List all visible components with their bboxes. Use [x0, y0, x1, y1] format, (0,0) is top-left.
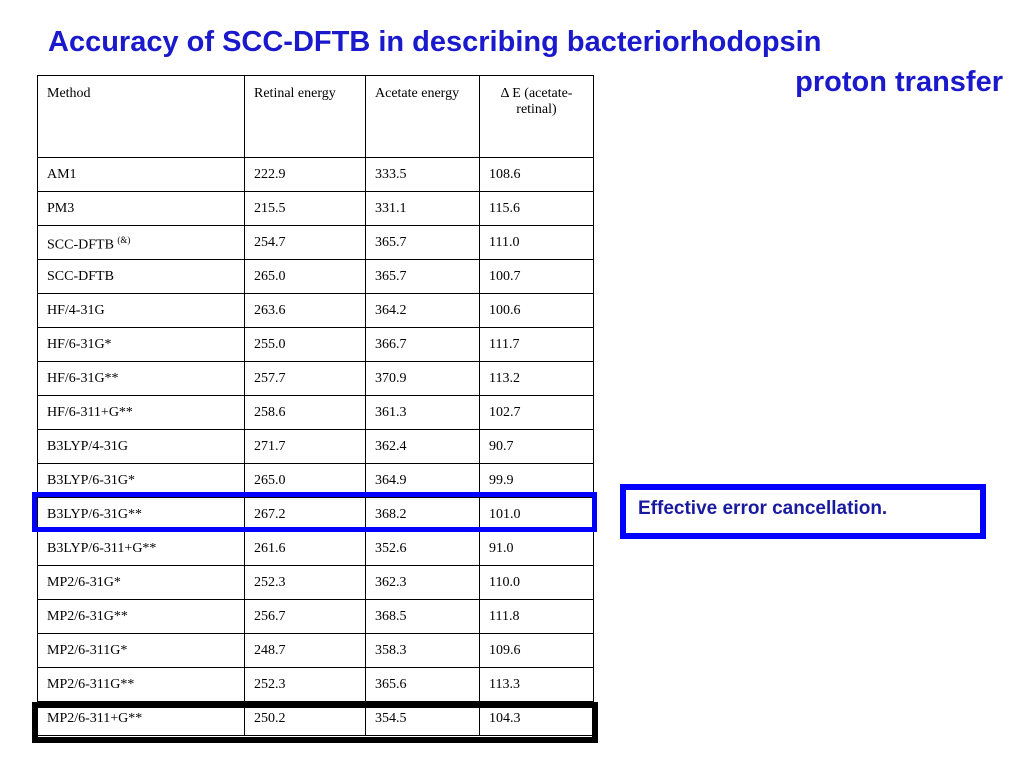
- table-cell: 364.2: [365, 293, 480, 328]
- header-row: Method Retinal energy Acetate energy Δ E (a…: [37, 75, 594, 158]
- highlight-box: [32, 702, 598, 743]
- table-row: AM1 222.9 333.5 108.6: [37, 157, 594, 192]
- table-row: MP2/6-311G** 252.3 365.6 113.3: [37, 667, 594, 702]
- table-cell: 108.6: [479, 157, 594, 192]
- table-cell: MP2/6-311G**: [37, 667, 245, 702]
- table-cell: 100.6: [479, 293, 594, 328]
- table-cell: 358.3: [365, 633, 480, 668]
- table-row: SCC-DFTB 265.0 365.7 100.7: [37, 259, 594, 294]
- table-cell: MP2/6-311G*: [37, 633, 245, 668]
- table-row: B3LYP/6-31G** 267.2 368.2 101.0: [37, 497, 594, 532]
- title-line: Accuracy of SCC-DFTB in describing bacte…: [48, 26, 822, 58]
- table-cell: 90.7: [479, 429, 594, 464]
- table-cell: 361.3: [365, 395, 480, 430]
- table-row: HF/6-31G** 257.7 370.9 113.2: [37, 361, 594, 396]
- table-cell: 333.5: [365, 157, 480, 192]
- results-table: Method Retinal energy Acetate energy Δ E (a…: [37, 75, 594, 736]
- table-cell: AM1: [37, 157, 245, 192]
- table-cell: 366.7: [365, 327, 480, 362]
- table-cell: HF/6-311+G**: [37, 395, 245, 430]
- table-cell: 257.7: [244, 361, 366, 396]
- callout: Effective error cancellation.: [620, 484, 986, 539]
- table-row: HF/6-31G* 255.0 366.7 111.7: [37, 327, 594, 362]
- table-cell: 101.0: [479, 497, 594, 532]
- table-cell: 263.6: [244, 293, 366, 328]
- table-cell: 370.9: [365, 361, 480, 396]
- table-cell: 256.7: [244, 599, 366, 634]
- table-cell: 109.6: [479, 633, 594, 668]
- table-cell: 352.6: [365, 531, 480, 566]
- header-cell: Method: [37, 75, 245, 158]
- table-cell: 111.0: [479, 225, 594, 260]
- table-cell: MP2/6-31G**: [37, 599, 245, 634]
- table-cell: PM3: [37, 191, 245, 226]
- table-cell: 222.9: [244, 157, 366, 192]
- table-cell: 271.7: [244, 429, 366, 464]
- table-cell: 365.7: [365, 225, 480, 260]
- table-cell: HF/6-31G*: [37, 327, 245, 362]
- table-cell: 113.2: [479, 361, 594, 396]
- table-cell: 111.8: [479, 599, 594, 634]
- table-cell: SCC-DFTB (&): [37, 225, 245, 260]
- table-cell: 115.6: [479, 191, 594, 226]
- table-cell: 91.0: [479, 531, 594, 566]
- table-cell: SCC-DFTB: [37, 259, 245, 294]
- table-cell: 252.3: [244, 565, 366, 600]
- header-cell: Acetate energy: [365, 75, 480, 158]
- table-cell: 368.2: [365, 497, 480, 532]
- table-cell: 102.7: [479, 395, 594, 430]
- table-cell: 110.0: [479, 565, 594, 600]
- table-cell: 362.3: [365, 565, 480, 600]
- header-cell: Retinal energy: [244, 75, 366, 158]
- table-row: MP2/6-31G** 256.7 368.5 111.8: [37, 599, 594, 634]
- table-row: PM3 215.5 331.1 115.6: [37, 191, 594, 226]
- table-cell: 248.7: [244, 633, 366, 668]
- table-cell: B3LYP/4-31G: [37, 429, 245, 464]
- table-cell: 252.3: [244, 667, 366, 702]
- highlight-box: [32, 492, 597, 532]
- table-cell: 261.6: [244, 531, 366, 566]
- cell-text: SCC-DFTB: [47, 237, 114, 253]
- table-cell: 113.3: [479, 667, 594, 702]
- table-cell: 111.7: [479, 327, 594, 362]
- table-cell: 258.6: [244, 395, 366, 430]
- title-line: proton transfer: [795, 66, 1003, 98]
- header-cell: Δ E (acetate-retinal): [479, 75, 594, 158]
- table-cell: 368.5: [365, 599, 480, 634]
- table-cell: 254.7: [244, 225, 366, 260]
- table-row: MP2/6-311G* 248.7 358.3 109.6: [37, 633, 594, 668]
- table-row: MP2/6-31G* 252.3 362.3 110.0: [37, 565, 594, 600]
- footnote-mark: (&): [117, 235, 131, 245]
- table-cell: 100.7: [479, 259, 594, 294]
- table-cell: HF/4-31G: [37, 293, 245, 328]
- table-cell: MP2/6-31G*: [37, 565, 245, 600]
- table-row: B3LYP/6-311+G** 261.6 352.6 91.0: [37, 531, 594, 566]
- table-row: HF/4-31G 263.6 364.2 100.6: [37, 293, 594, 328]
- table-cell: HF/6-31G**: [37, 361, 245, 396]
- table-row: B3LYP/4-31G 271.7 362.4 90.7: [37, 429, 594, 464]
- table-row: SCC-DFTB (&) 254.7 365.7 111.0: [37, 225, 594, 260]
- table-cell: 331.1: [365, 191, 480, 226]
- table-cell: 265.0: [244, 259, 366, 294]
- table-cell: B3LYP/6-311+G**: [37, 531, 245, 566]
- table-cell: 365.7: [365, 259, 480, 294]
- table-row: HF/6-311+G** 258.6 361.3 102.7: [37, 395, 594, 430]
- table-cell: 215.5: [244, 191, 366, 226]
- table-cell: 255.0: [244, 327, 366, 362]
- table-cell: 365.6: [365, 667, 480, 702]
- table-cell: 362.4: [365, 429, 480, 464]
